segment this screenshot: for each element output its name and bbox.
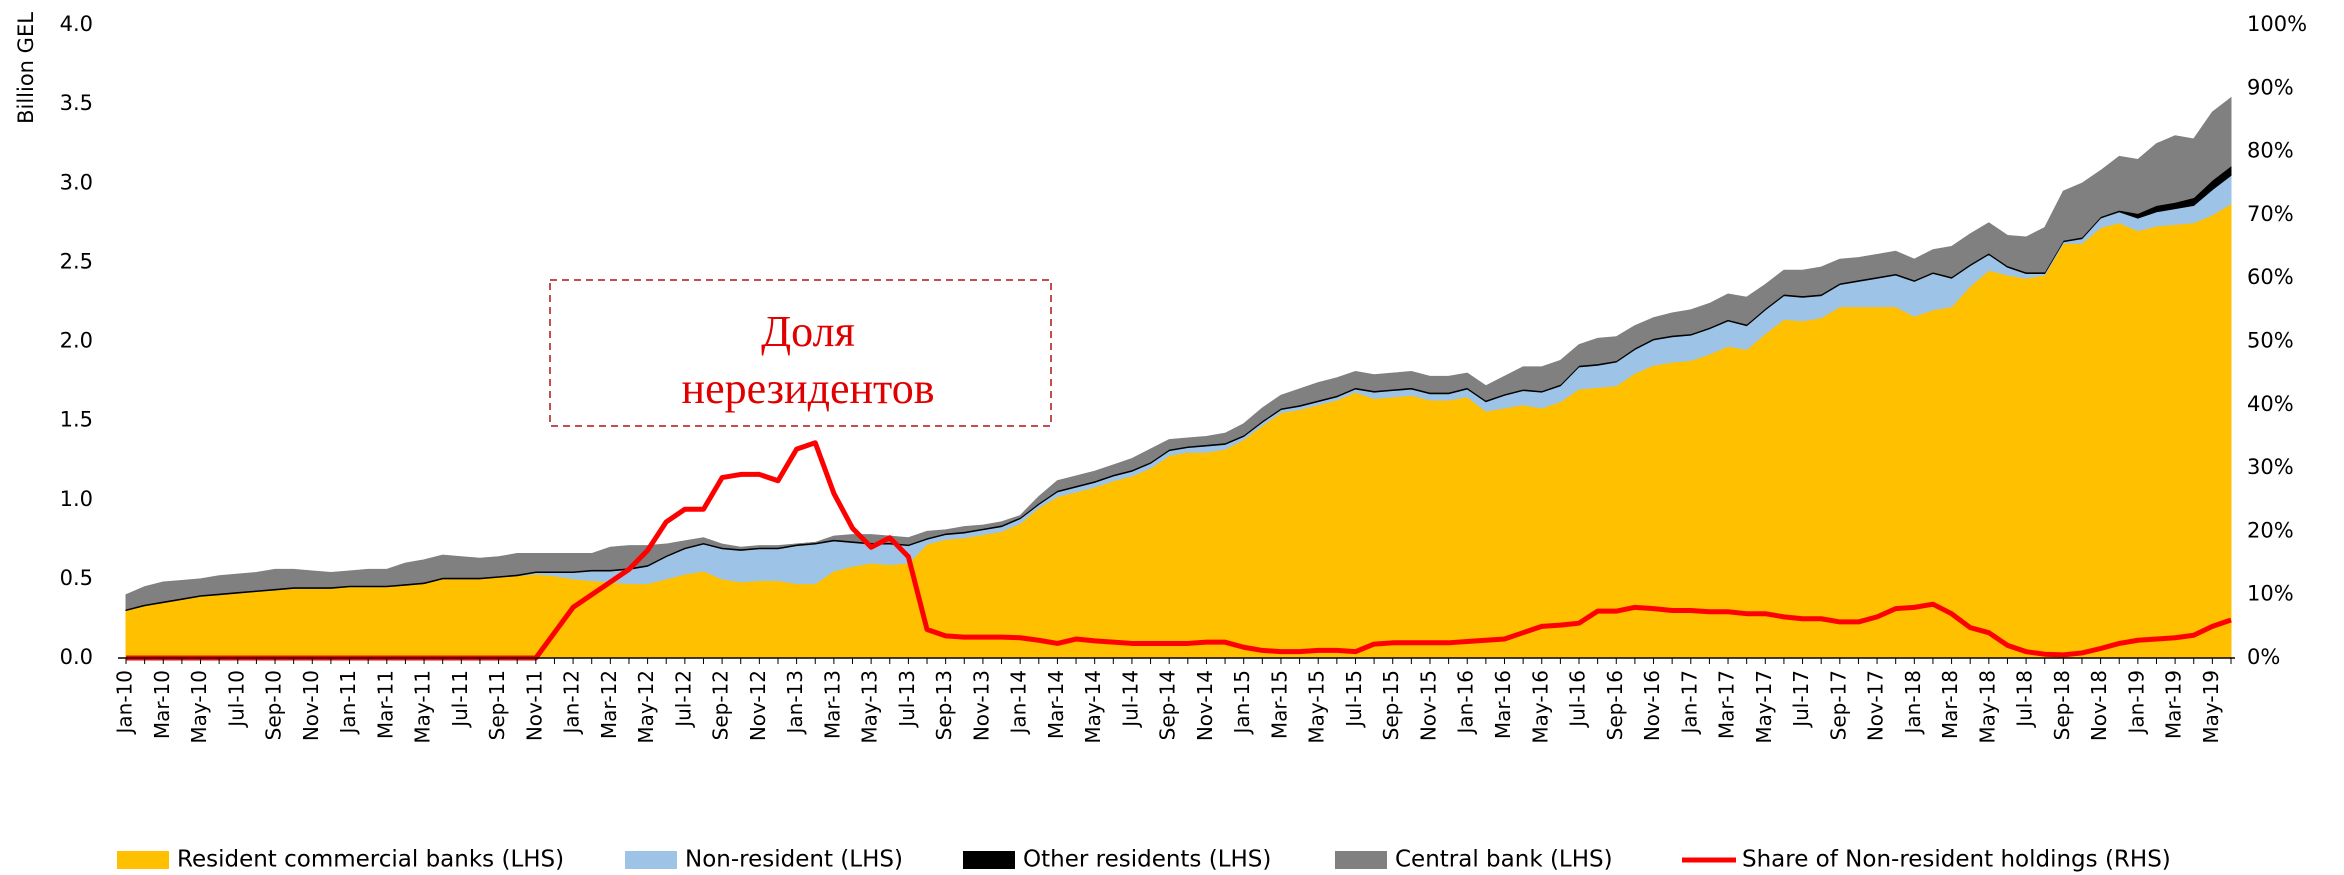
legend-label: Other residents (LHS) [1023,847,1271,873]
y-tick-label: 0.0 [60,645,93,669]
x-tick-label: Nov-14 [1193,670,1217,741]
x-tick-label: Sep-10 [262,670,286,740]
legend-swatch [1335,851,1387,869]
x-tick-label: May-10 [187,670,211,744]
x-tick-label: Mar-10 [150,670,174,739]
x-tick-label: Sep-11 [485,670,509,740]
y2-tick-label: 40% [2247,392,2294,416]
y-tick-label: 1.5 [60,408,93,432]
x-tick-label: Sep-13 [932,670,956,740]
x-tick-label: Jan-17 [1677,670,1701,736]
x-tick-label: Jul-13 [895,670,919,729]
x-tick-label: Jul-12 [671,670,695,729]
x-tick-label: Jan-18 [1901,670,1925,736]
area [125,96,2232,610]
x-tick-label: Sep-18 [2050,670,2074,740]
x-tick-label: Jan-11 [336,670,360,736]
x-tick-label: Sep-16 [1603,670,1627,740]
y2-tick-label: 0% [2247,645,2280,669]
y-tick-label: 3.0 [60,170,93,194]
y-tick-label: 3.5 [60,91,93,115]
x-tick-label: Mar-16 [1491,670,1515,739]
x-tick-label: May-18 [1975,670,1999,744]
x-tick-label: Jul-15 [1342,670,1366,729]
x-tick-label: May-12 [634,670,658,744]
y-tick-label: 0.5 [60,566,93,590]
x-tick-label: Sep-17 [1826,670,1850,740]
x-tick-label: May-11 [411,670,435,744]
x-tick-label: Mar-17 [1715,670,1739,739]
x-tick-label: Mar-15 [1267,670,1291,739]
x-tick-label: Sep-14 [1156,670,1180,740]
x-tick-label: Jan-12 [560,670,584,736]
x-tick-label: Mar-18 [1938,670,1962,739]
x-tick-label: Nov-11 [522,670,546,741]
y2-tick-label: 10% [2247,582,2294,606]
annotation: нерезидентов [682,364,935,413]
y2-tick-label: 20% [2247,518,2294,542]
x-tick-label: May-15 [1305,670,1329,744]
y2-tick-label: 50% [2247,329,2294,353]
x-tick-label: Jan-16 [1454,670,1478,736]
y-tick-label: 1.0 [60,487,93,511]
y-tick-label: 4.0 [60,12,93,36]
x-tick-label: May-17 [1752,670,1776,744]
x-tick-label: Jul-10 [224,670,248,729]
x-tick-label: May-14 [1081,670,1105,744]
x-tick-label: May-16 [1528,670,1552,744]
annotation: Доля [761,307,855,356]
x-tick-label: Jul-11 [448,670,472,729]
x-tick-label: Nov-17 [1864,670,1888,741]
y2-tick-label: 100% [2247,12,2307,36]
legend-swatch [963,851,1015,869]
x-tick-label: May-13 [858,670,882,744]
y2-tick-label: 30% [2247,455,2294,479]
x-tick-label: Nov-16 [1640,670,1664,741]
x-tick-label: Nov-15 [1416,670,1440,741]
x-tick-label: Jul-16 [1566,670,1590,729]
x-tick-label: Nov-12 [746,670,770,741]
legend-swatch [117,851,169,869]
y2-tick-label: 70% [2247,202,2294,226]
x-tick-label: Mar-14 [1044,670,1068,739]
x-tick-label: Mar-12 [597,670,621,739]
legend-label: Non-resident (LHS) [685,847,903,873]
y-axis-title: Billion GEL [14,12,38,124]
legend-label: Resident commercial banks (LHS) [177,847,564,873]
x-tick-label: Nov-18 [2087,670,2111,741]
x-tick-label: Jan-14 [1007,670,1031,736]
x-tick-label: Jan-10 [113,670,137,736]
y2-tick-label: 90% [2247,75,2294,99]
legend-label: Central bank (LHS) [1395,847,1613,873]
x-tick-label: Jul-18 [2013,670,2037,729]
x-tick-label: Jan-13 [783,670,807,736]
y2-tick-label: 80% [2247,139,2294,163]
y-tick-label: 2.0 [60,329,93,353]
x-tick-label: Mar-19 [2162,670,2186,739]
x-tick-label: Jul-17 [1789,670,1813,729]
legend-swatch [625,851,677,869]
x-tick-label: Sep-15 [1379,670,1403,740]
legend-label: Share of Non-resident holdings (RHS) [1742,847,2171,873]
x-tick-label: Jul-14 [1118,670,1142,729]
x-tick-label: May-19 [2199,670,2223,744]
y-tick-label: 2.5 [60,249,93,273]
x-tick-label: Sep-12 [709,670,733,740]
x-tick-label: Mar-11 [373,670,397,739]
x-tick-label: Nov-10 [299,670,323,741]
x-tick-label: Mar-13 [820,670,844,739]
x-tick-label: Jan-19 [2124,670,2148,736]
y2-tick-label: 60% [2247,265,2294,289]
x-tick-label: Nov-13 [969,670,993,741]
x-tick-label: Jan-15 [1230,670,1254,736]
